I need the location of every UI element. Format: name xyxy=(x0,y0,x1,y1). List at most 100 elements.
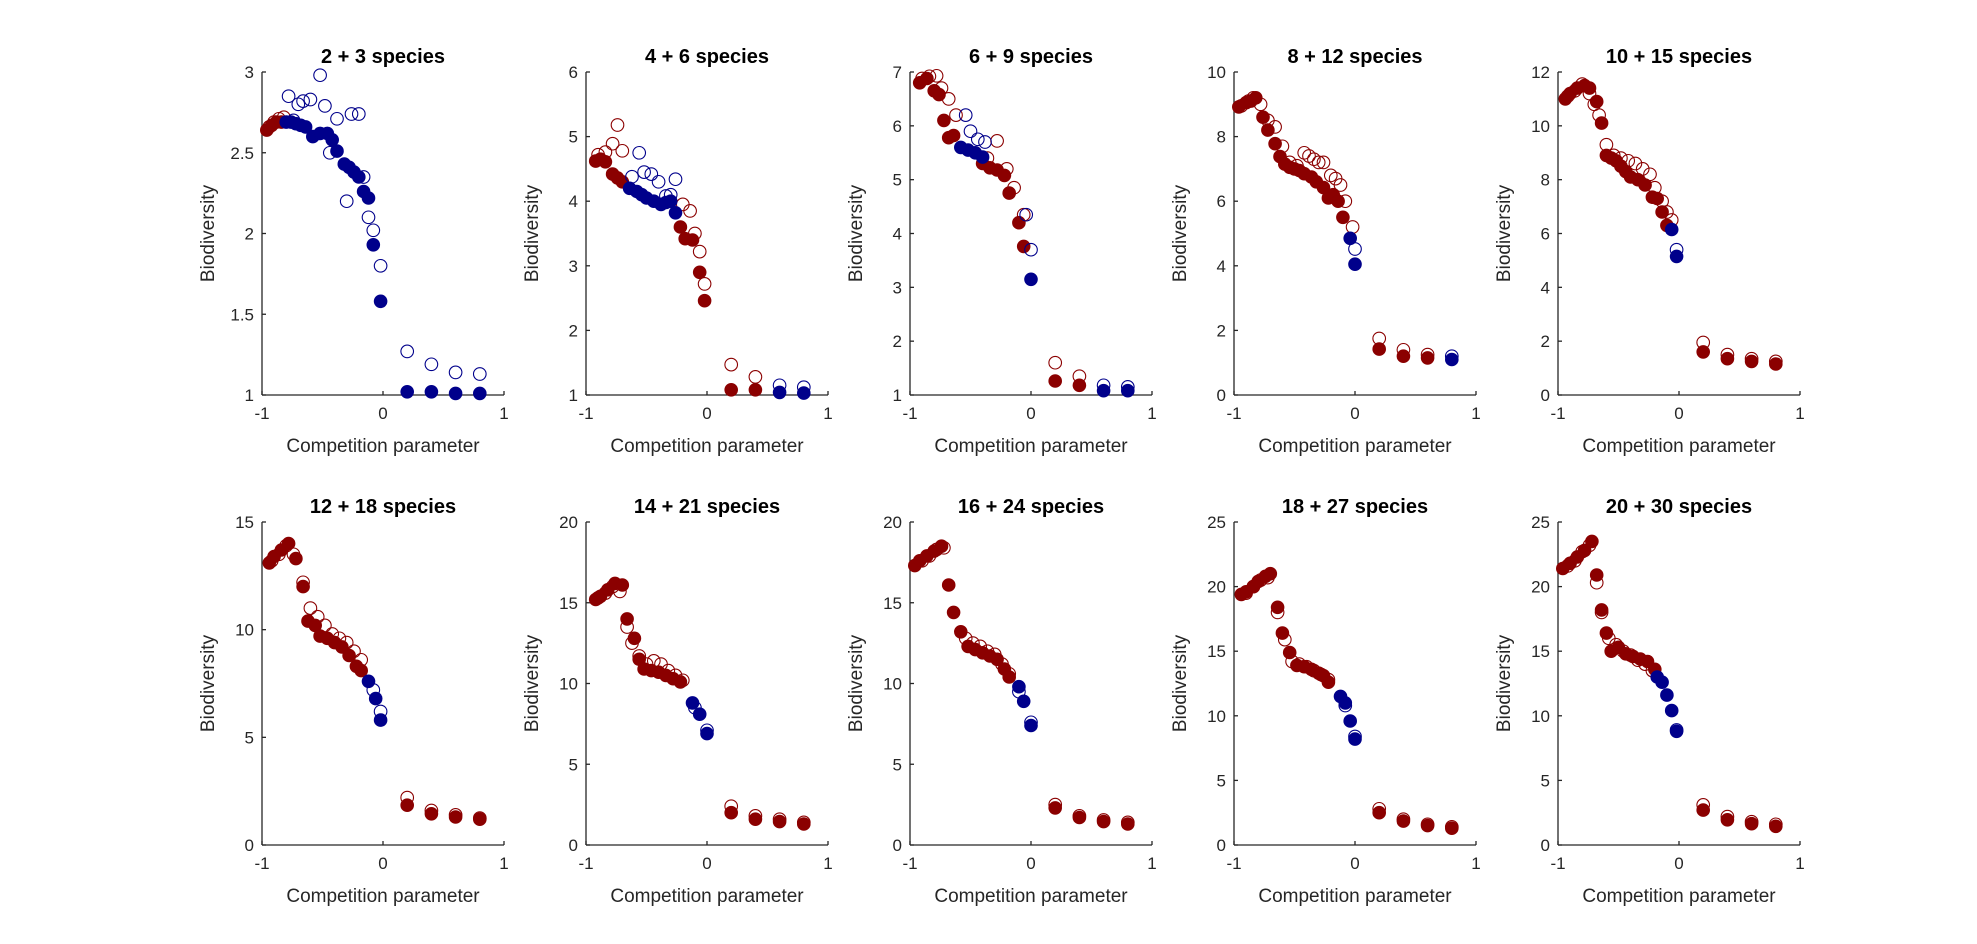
data-point xyxy=(1297,145,1312,160)
data-point xyxy=(954,625,968,639)
y-axis-label: Biodiversity xyxy=(1494,184,1515,282)
data-point xyxy=(1720,351,1735,366)
data-point xyxy=(1769,819,1783,834)
y-tick-label: 10 xyxy=(1531,707,1550,726)
data-point xyxy=(1321,675,1336,690)
x-tick-label: 0 xyxy=(1026,404,1035,423)
y-tick-label: 5 xyxy=(569,755,578,774)
x-tick-label: 1 xyxy=(1147,854,1156,873)
data-point xyxy=(400,385,415,399)
y-tick-label: 2 xyxy=(245,225,254,244)
data-point xyxy=(748,812,763,827)
data-point xyxy=(598,155,613,169)
data-point xyxy=(1669,249,1684,264)
data-point xyxy=(975,150,990,164)
y-tick-label: 4 xyxy=(1217,257,1226,276)
data-point xyxy=(941,578,956,592)
data-point xyxy=(1650,191,1664,206)
data-point xyxy=(724,383,739,397)
data-point xyxy=(615,143,630,158)
series-blue-open xyxy=(958,108,1135,394)
x-tick-label: 1 xyxy=(1147,404,1156,423)
x-axis-label: Competition parameter xyxy=(286,886,480,907)
data-point xyxy=(920,71,934,86)
series-blue-filled xyxy=(1343,231,1459,367)
data-point xyxy=(1594,603,1609,617)
data-point xyxy=(1669,724,1684,739)
data-point xyxy=(692,707,707,722)
data-point xyxy=(325,133,340,147)
y-tick-label: 3 xyxy=(245,63,254,82)
y-tick-label: 2 xyxy=(893,332,902,351)
data-point xyxy=(1096,383,1111,398)
data-point xyxy=(1396,349,1411,364)
data-point xyxy=(1249,91,1263,105)
y-tick-label: 0 xyxy=(1541,386,1550,405)
x-tick-label: 1 xyxy=(1471,854,1480,873)
data-point xyxy=(361,210,376,225)
data-point xyxy=(361,191,376,205)
y-tick-label: 2.5 xyxy=(230,144,254,163)
data-point xyxy=(1323,168,1338,183)
x-tick-label: 0 xyxy=(1026,854,1035,873)
panel-title: 10 + 15 species xyxy=(1606,46,1752,68)
data-point xyxy=(632,145,647,160)
data-point xyxy=(1282,645,1297,660)
series-red-filled xyxy=(1232,91,1435,365)
y-tick-label: 6 xyxy=(569,63,578,82)
series-red-filled xyxy=(260,115,289,137)
y-tick-label: 2 xyxy=(1541,332,1550,351)
data-point xyxy=(651,174,666,189)
x-tick-label: 0 xyxy=(1350,854,1359,873)
data-point xyxy=(1655,675,1669,690)
data-point xyxy=(472,367,487,381)
y-axis-label: Biodiversity xyxy=(522,634,543,732)
y-tick-label: 4 xyxy=(1541,278,1550,297)
y-tick-label: 3 xyxy=(893,278,902,297)
data-point xyxy=(673,675,688,689)
data-point xyxy=(1256,110,1270,124)
data-point xyxy=(1012,679,1026,694)
data-point xyxy=(700,726,714,741)
data-point xyxy=(644,167,659,181)
x-tick-label: 1 xyxy=(823,854,832,873)
y-tick-label: 15 xyxy=(235,513,254,532)
data-point xyxy=(637,165,651,179)
data-point xyxy=(1599,626,1614,640)
data-point xyxy=(1445,352,1459,367)
y-tick-label: 5 xyxy=(245,728,254,747)
x-tick-label: -1 xyxy=(902,854,917,873)
data-point xyxy=(1655,205,1669,219)
data-point xyxy=(281,536,296,551)
series-red-filled xyxy=(1556,534,1783,834)
data-point xyxy=(1420,351,1435,365)
data-point xyxy=(1333,178,1348,192)
data-point xyxy=(473,386,487,401)
data-point xyxy=(963,124,978,139)
data-point xyxy=(1638,178,1652,192)
y-tick-label: 1 xyxy=(569,386,578,405)
y-tick-label: 15 xyxy=(559,594,578,613)
data-point xyxy=(668,172,683,187)
data-point xyxy=(990,652,1004,667)
x-tick-label: 0 xyxy=(1674,854,1683,873)
data-point xyxy=(1048,801,1062,815)
data-point xyxy=(1002,186,1017,200)
panel-title: 20 + 30 species xyxy=(1606,496,1752,518)
x-tick-label: -1 xyxy=(578,404,593,423)
x-tick-label: -1 xyxy=(254,404,269,423)
panel-title: 6 + 9 species xyxy=(969,46,1093,68)
y-tick-label: 25 xyxy=(1531,513,1550,532)
data-point xyxy=(1445,821,1459,836)
data-point xyxy=(1343,714,1357,728)
x-tick-label: 1 xyxy=(499,854,508,873)
data-point xyxy=(1338,696,1353,710)
data-point xyxy=(1048,374,1062,388)
data-point xyxy=(351,107,366,121)
data-point xyxy=(1072,810,1087,825)
data-point xyxy=(978,135,992,149)
data-point xyxy=(1275,626,1290,640)
